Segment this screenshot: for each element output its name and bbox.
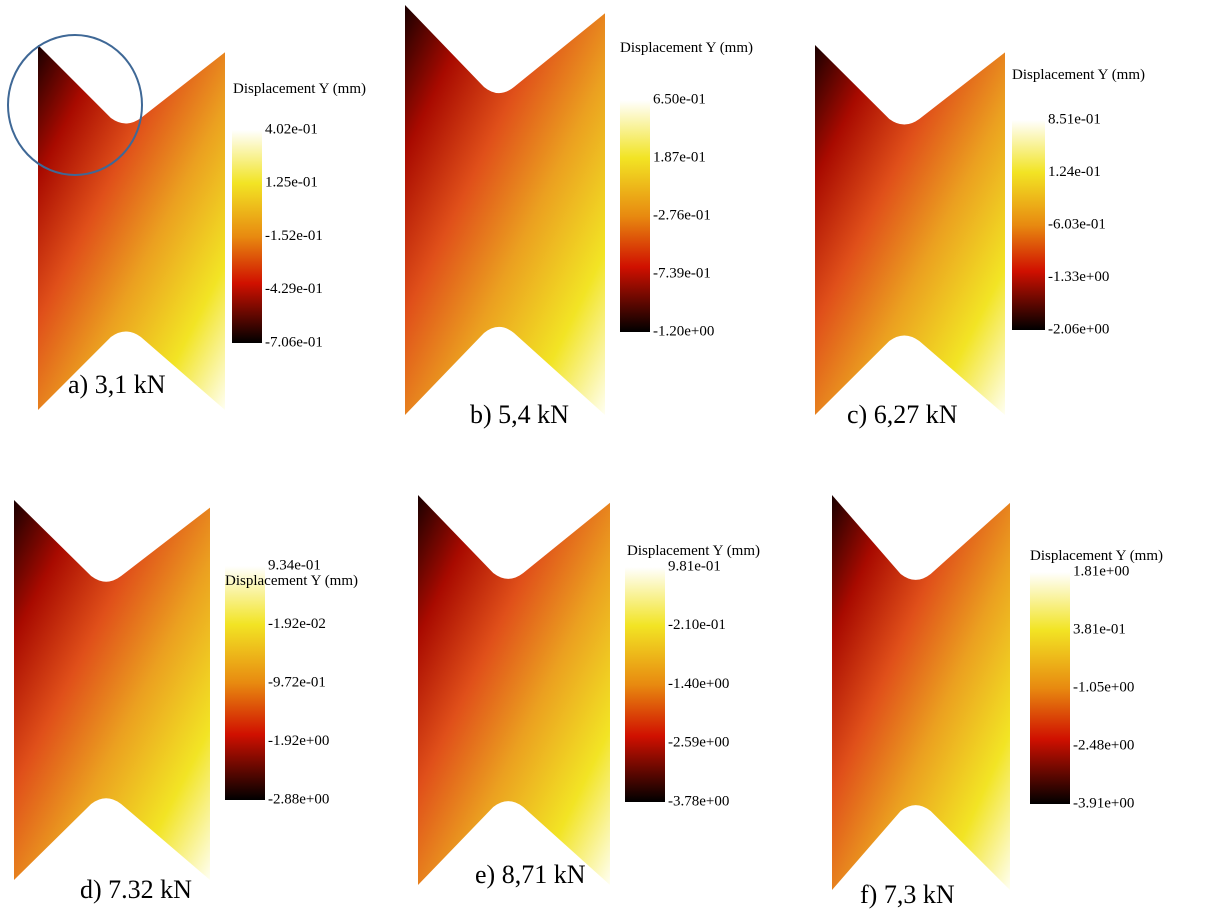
colorbar-tick-label: 4.02e-01	[265, 121, 318, 137]
colorbar-tick-label: -2.88e+00	[268, 791, 329, 807]
legend-title: Displacement Y (mm)	[1012, 67, 1145, 83]
colorbar	[1030, 572, 1070, 804]
colorbar-tick-label: 1.25e-01	[265, 175, 318, 191]
colorbar-tick-label: -9.72e-01	[268, 674, 326, 690]
colorbar-tick-label: -1.33e+00	[1048, 269, 1109, 285]
caption: c) 6,27 kN	[847, 400, 958, 429]
colorbar-tick-label: -1.52e-01	[265, 228, 323, 244]
colorbar-tick-label: -1.92e-02	[268, 616, 326, 632]
colorbar-tick-label: 1.24e-01	[1048, 164, 1101, 180]
colorbar-tick-label: -1.40e+00	[668, 676, 729, 692]
colorbar-tick-label: 1.81e+00	[1073, 563, 1129, 579]
colorbar-tick-label: 3.81e-01	[1073, 621, 1126, 637]
legend-title: Displacement Y (mm)	[233, 81, 366, 97]
colorbar-tick-label: -6.03e-01	[1048, 216, 1106, 232]
colorbar-tick-label: -1.20e+00	[653, 323, 714, 339]
colorbar-tick-label: 9.81e-01	[668, 558, 721, 574]
colorbar-tick-label: -4.29e-01	[265, 281, 323, 297]
legend-title: Displacement Y (mm)	[627, 543, 760, 559]
colorbar	[232, 130, 262, 343]
colorbar-tick-label: -7.39e-01	[653, 265, 711, 281]
colorbar	[225, 566, 265, 800]
colorbar-tick-label: -2.76e-01	[653, 207, 711, 223]
colorbar	[1012, 120, 1045, 330]
colorbar-tick-label: -7.06e-01	[265, 334, 323, 350]
colorbar-tick-label: -3.91e+00	[1073, 795, 1134, 811]
colorbar-tick-label: -2.10e-01	[668, 617, 726, 633]
colorbar-tick-label: -3.78e+00	[668, 793, 729, 809]
colorbar-tick-label: 8.51e-01	[1048, 111, 1101, 127]
specimen	[14, 500, 210, 880]
caption: b) 5,4 kN	[470, 400, 569, 429]
caption: d) 7.32 kN	[80, 875, 192, 904]
specimen	[832, 495, 1010, 890]
colorbar	[625, 567, 665, 802]
caption: e) 8,71 kN	[475, 860, 586, 889]
legend-title: Displacement Y (mm)	[1030, 548, 1163, 564]
colorbar-tick-label: -2.06e+00	[1048, 321, 1109, 337]
colorbar-tick-label: -1.92e+00	[268, 733, 329, 749]
specimen	[815, 45, 1005, 415]
colorbar-tick-label: -1.05e+00	[1073, 679, 1134, 695]
colorbar-tick-label: -2.48e+00	[1073, 737, 1134, 753]
highlight-circle	[7, 34, 143, 176]
caption: f) 7,3 kN	[860, 880, 955, 909]
specimen	[405, 5, 605, 415]
specimen	[38, 45, 225, 410]
legend-title: Displacement Y (mm)	[620, 40, 753, 56]
specimen	[418, 495, 610, 885]
colorbar-tick-label: 9.34e-01	[268, 557, 321, 573]
caption: a) 3,1 kN	[68, 370, 166, 399]
colorbar-tick-label: -2.59e+00	[668, 735, 729, 751]
colorbar	[620, 100, 650, 332]
colorbar-tick-label: 1.87e-01	[653, 149, 706, 165]
colorbar-tick-label: 6.50e-01	[653, 91, 706, 107]
legend-title: Displacement Y (mm)	[225, 573, 358, 589]
